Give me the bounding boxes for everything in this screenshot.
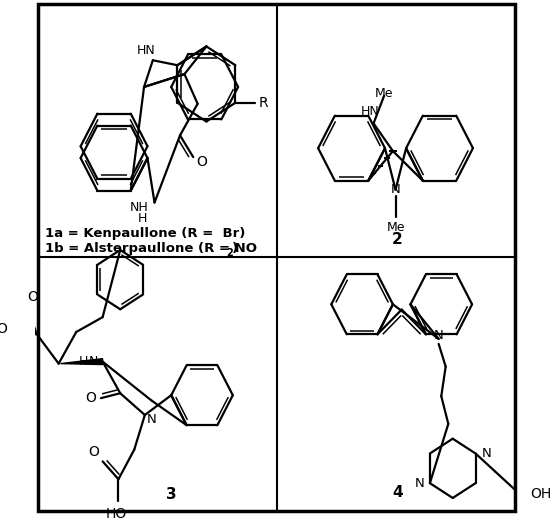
Text: 3: 3 xyxy=(166,487,177,502)
Text: HN: HN xyxy=(361,105,379,118)
Text: HN: HN xyxy=(136,44,155,57)
Text: N: N xyxy=(434,329,443,342)
Text: N: N xyxy=(415,477,424,490)
Text: O: O xyxy=(27,290,38,304)
Text: 1b = Alsterpaullone (R = NO: 1b = Alsterpaullone (R = NO xyxy=(46,242,257,255)
Text: Me: Me xyxy=(375,88,393,100)
Text: 4: 4 xyxy=(392,485,403,500)
Text: H: H xyxy=(79,355,88,368)
Text: ): ) xyxy=(232,242,238,255)
Text: 2: 2 xyxy=(227,248,233,258)
Text: OH: OH xyxy=(530,487,550,501)
Text: 1a = Kenpaullone (R =  Br): 1a = Kenpaullone (R = Br) xyxy=(46,227,246,240)
Text: O: O xyxy=(0,322,7,336)
Text: N: N xyxy=(89,355,98,368)
Text: 2: 2 xyxy=(392,232,403,246)
Text: N: N xyxy=(390,183,400,196)
Text: R: R xyxy=(258,96,268,110)
Text: HO: HO xyxy=(106,507,127,521)
Text: H: H xyxy=(138,212,147,225)
Text: Me: Me xyxy=(386,221,405,234)
Text: O: O xyxy=(85,391,96,405)
Text: N: N xyxy=(481,447,491,460)
Text: N: N xyxy=(147,414,157,426)
Text: O: O xyxy=(89,444,99,458)
Polygon shape xyxy=(60,358,103,365)
Text: NH: NH xyxy=(129,201,148,214)
Text: O: O xyxy=(196,155,207,169)
